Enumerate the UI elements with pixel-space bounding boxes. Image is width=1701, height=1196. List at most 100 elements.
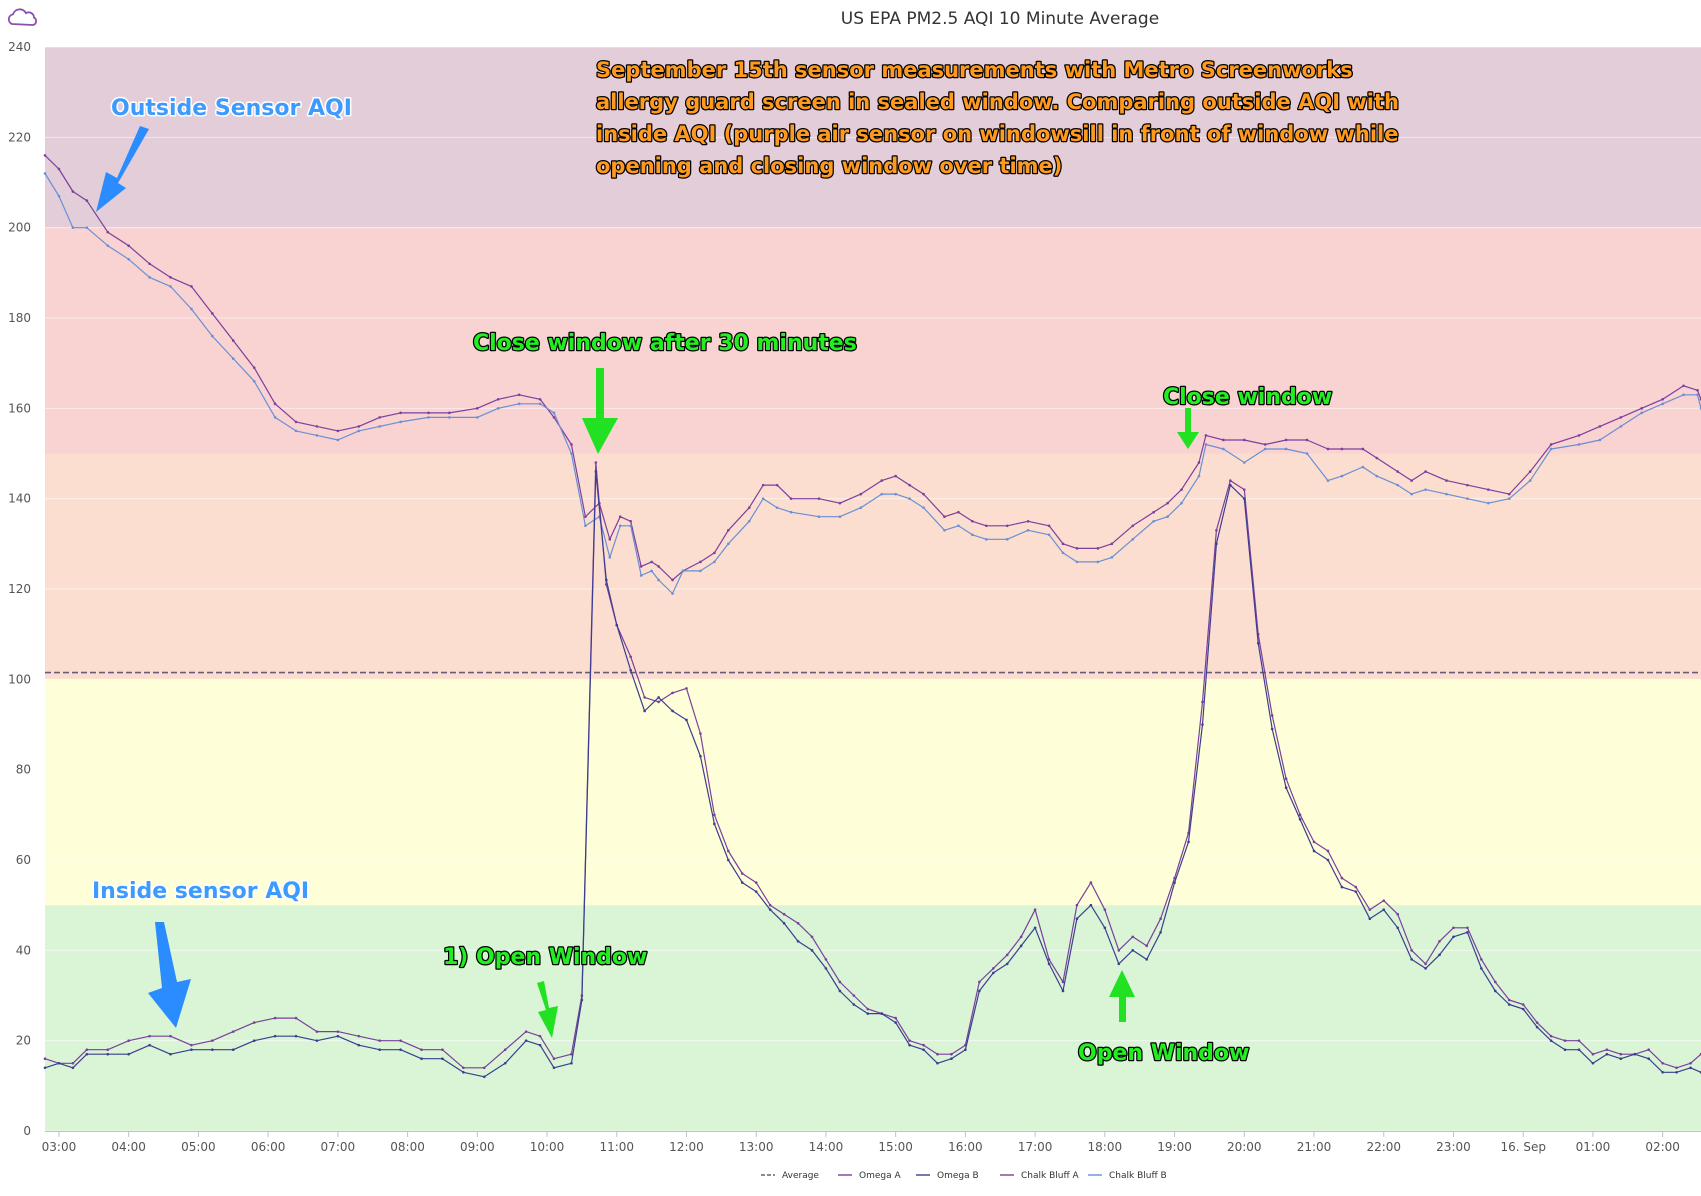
annotation-inside-sensor: Inside sensor AQI <box>92 879 309 904</box>
data-point <box>629 524 633 528</box>
data-point <box>747 506 751 510</box>
series-line-omega-b[interactable] <box>44 471 1701 1078</box>
data-point <box>399 420 402 424</box>
data-point <box>1340 876 1344 880</box>
data-point <box>1605 1048 1609 1051</box>
data-point <box>978 989 981 993</box>
data-point <box>71 226 75 229</box>
data-point <box>1528 479 1532 482</box>
data-point <box>57 194 61 198</box>
annotation-open-window-1: 1) Open Window <box>443 945 647 970</box>
data-point <box>190 1043 193 1047</box>
x-tick-label: 10:00 <box>530 1140 565 1154</box>
data-point <box>1089 903 1093 907</box>
data-point <box>985 538 988 541</box>
data-point <box>838 515 842 519</box>
data-point <box>482 1075 486 1079</box>
data-point <box>496 398 500 401</box>
data-point <box>211 1039 214 1042</box>
data-point <box>357 1034 361 1038</box>
data-point <box>978 980 981 984</box>
data-point <box>1005 953 1009 957</box>
data-point <box>106 1052 110 1056</box>
data-point <box>838 501 842 505</box>
data-point <box>580 998 584 1002</box>
data-point <box>43 1057 47 1061</box>
data-point <box>448 411 451 415</box>
data-point <box>1689 1066 1692 1070</box>
series-line-chalk-bluff-a[interactable] <box>44 154 1701 581</box>
data-point <box>336 1030 340 1033</box>
data-point <box>1549 443 1553 446</box>
data-point <box>1340 885 1344 889</box>
data-point <box>1375 474 1379 478</box>
legend-item[interactable]: Omega B <box>916 1171 979 1181</box>
annotations: Outside Sensor AQI September 15th sensor… <box>91 57 1401 1068</box>
data-point <box>604 578 608 582</box>
y-tick-label: 20 <box>16 1034 31 1048</box>
data-point <box>1605 1052 1609 1056</box>
data-point <box>727 849 730 853</box>
data-point <box>866 1007 870 1011</box>
aqi-band-3 <box>45 227 1701 454</box>
data-point <box>1305 438 1309 442</box>
data-point <box>1494 980 1497 984</box>
data-point <box>552 411 556 415</box>
data-point <box>1438 940 1441 943</box>
data-point <box>957 510 960 514</box>
data-point <box>1696 393 1699 397</box>
y-tick-label: 40 <box>16 943 31 957</box>
data-point <box>810 935 814 939</box>
legend-item[interactable]: Average <box>761 1171 819 1181</box>
data-point <box>1487 501 1490 505</box>
arrow-close-window-30min <box>582 368 618 454</box>
series-line-omega-a[interactable] <box>44 461 1701 1069</box>
data-point <box>336 438 340 442</box>
legend-item[interactable]: Chalk Bluff A <box>1000 1171 1080 1181</box>
x-tick-label: 15:00 <box>878 1140 913 1154</box>
data-point <box>1047 962 1051 966</box>
data-point <box>1075 903 1079 907</box>
data-point <box>1619 416 1623 419</box>
data-point <box>85 226 89 229</box>
data-point <box>838 980 842 984</box>
data-point <box>1340 474 1344 478</box>
data-point <box>1284 777 1288 780</box>
data-point <box>294 420 298 424</box>
x-tick-label: 08:00 <box>390 1140 425 1154</box>
data-point <box>462 1070 465 1074</box>
y-tick-label: 0 <box>23 1124 31 1138</box>
legend-item[interactable]: Omega A <box>838 1171 901 1181</box>
legend-item[interactable]: Chalk Bluff B <box>1088 1171 1167 1181</box>
y-tick-label: 240 <box>8 40 31 54</box>
data-point <box>1507 998 1511 1002</box>
legend-label: Average <box>782 1171 819 1181</box>
data-point <box>852 1003 856 1006</box>
data-point <box>252 1021 256 1024</box>
data-point <box>657 700 660 704</box>
series-line-chalk-bluff-b[interactable] <box>44 173 1701 595</box>
data-point <box>1577 1039 1581 1042</box>
data-point <box>1549 1039 1553 1042</box>
data-point <box>1284 786 1288 790</box>
data-point <box>43 1066 47 1070</box>
data-point <box>1312 840 1316 844</box>
data-point <box>1661 398 1664 401</box>
data-point <box>231 357 235 360</box>
data-point <box>985 524 988 528</box>
data-point <box>106 230 110 234</box>
data-point <box>482 1066 486 1070</box>
x-tick-label: 17:00 <box>1018 1140 1053 1154</box>
data-point <box>1312 849 1316 853</box>
cloud-icon[interactable] <box>7 8 37 26</box>
data-point <box>211 312 214 315</box>
data-point <box>1242 438 1246 442</box>
data-point <box>399 411 402 415</box>
data-point <box>1204 443 1208 446</box>
data-point <box>1661 1061 1664 1065</box>
data-point <box>838 989 842 993</box>
data-point <box>538 398 542 401</box>
data-point <box>859 506 863 510</box>
data-point <box>273 402 277 406</box>
data-point <box>169 276 172 279</box>
